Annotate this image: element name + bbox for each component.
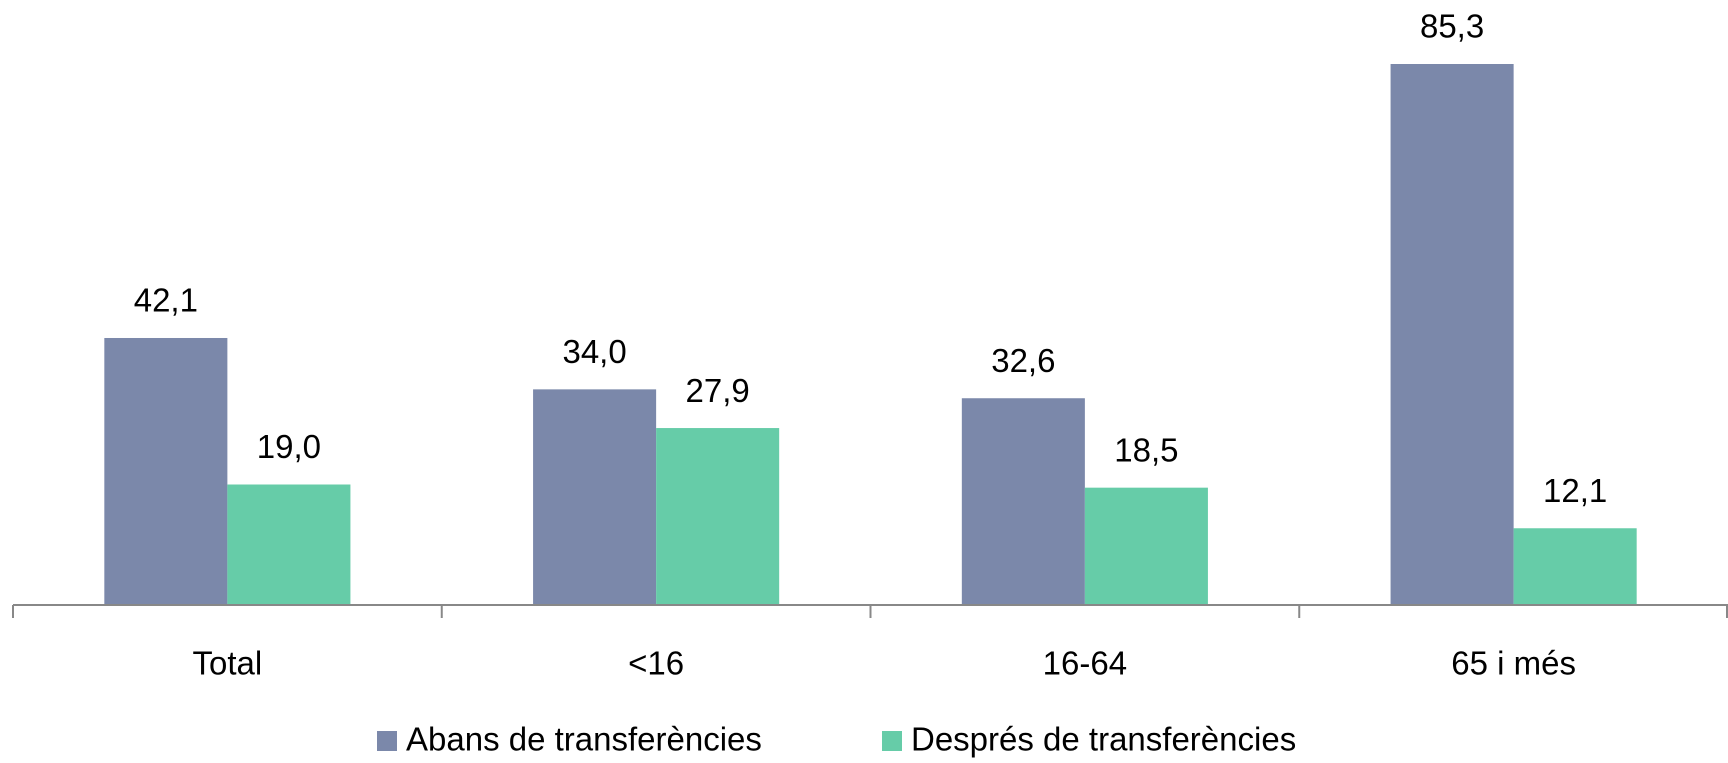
bar — [227, 484, 351, 605]
x-tick-label: 65 i més — [1451, 645, 1576, 682]
value-label: 27,9 — [686, 372, 750, 409]
value-label: 12,1 — [1543, 472, 1607, 509]
bar — [104, 337, 228, 605]
x-tick-label: Total — [193, 645, 263, 682]
value-label: 19,0 — [257, 428, 321, 465]
legend-label: Abans de transferències — [406, 721, 762, 758]
value-label: 32,6 — [991, 342, 1055, 379]
x-tick-label: 16-64 — [1043, 645, 1127, 682]
value-label: 85,3 — [1420, 8, 1484, 45]
bar — [1513, 528, 1637, 605]
legend-swatch — [882, 731, 902, 751]
bar — [1390, 64, 1514, 605]
bar — [1084, 487, 1208, 605]
x-tick-label: <16 — [628, 645, 684, 682]
legend-label: Després de transferències — [911, 721, 1296, 758]
bar — [656, 428, 780, 605]
value-label: 42,1 — [134, 282, 198, 319]
value-label: 34,0 — [562, 333, 626, 370]
bar — [533, 389, 657, 605]
value-label: 18,5 — [1114, 431, 1178, 468]
bar — [961, 398, 1085, 605]
legend-swatch — [377, 731, 397, 751]
